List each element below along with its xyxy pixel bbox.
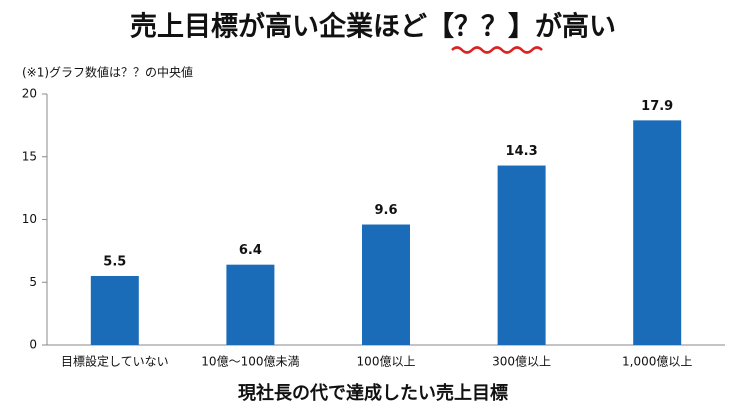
- chart-subtitle: (※1)グラフ数値は？？の中央値: [22, 65, 193, 80]
- x-tick-label: 1,000億以上: [622, 355, 692, 369]
- value-label: 9.6: [374, 203, 397, 218]
- value-label: 14.3: [506, 144, 538, 159]
- bar: [90, 275, 139, 345]
- y-tick-label: 20: [22, 87, 37, 101]
- x-axis-label: 現社長の代で達成したい売上目標: [238, 382, 508, 404]
- y-tick-label: 10: [22, 212, 37, 226]
- bar: [226, 264, 275, 345]
- y-tick-label: 15: [22, 149, 37, 163]
- x-tick-label: 300億以上: [492, 355, 551, 369]
- value-label: 17.9: [641, 99, 673, 114]
- y-tick-label: 5: [29, 275, 37, 289]
- x-tick-label: 10億～100億未満: [201, 355, 299, 369]
- value-label: 6.4: [239, 243, 262, 258]
- title-underline: [451, 46, 543, 54]
- y-tick-label: 0: [29, 338, 37, 352]
- value-label: 5.5: [103, 254, 126, 269]
- bar: [362, 224, 410, 345]
- chart-title: 売上目標が高い企業ほど【？？】が高い: [130, 11, 616, 43]
- bar: [497, 165, 546, 345]
- x-tick-label: 100億以上: [357, 355, 416, 369]
- x-tick-label: 目標設定していない: [61, 354, 169, 369]
- bar: [633, 120, 682, 345]
